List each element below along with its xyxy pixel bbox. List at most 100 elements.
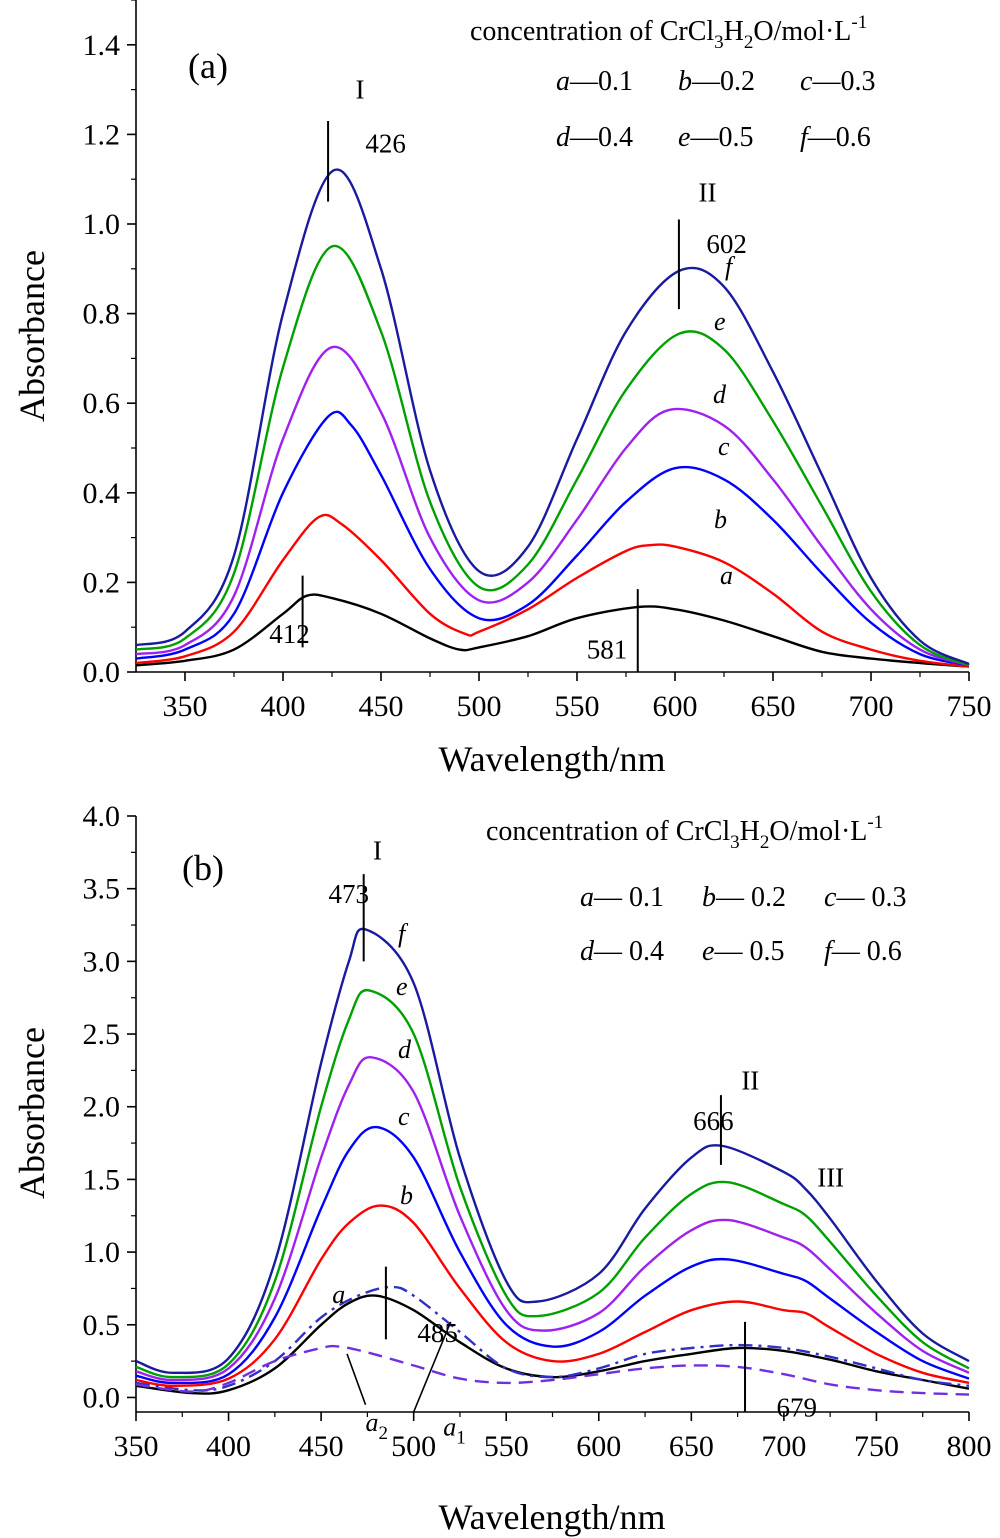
- y-tick-label: 0.6: [83, 387, 121, 420]
- series-line-b: [135, 1204, 970, 1388]
- x-tick-label: 400: [261, 690, 306, 723]
- curve-label-b: b: [714, 505, 727, 534]
- curve-label-subscript: 1: [456, 1427, 466, 1448]
- y-tick-label: 0.5: [83, 1309, 121, 1342]
- series-line-a2: [135, 1344, 970, 1396]
- curve-label-subscript: 2: [379, 1423, 389, 1444]
- legend-title-part: concentration of CrCl: [470, 16, 714, 47]
- legend-title-part: 3: [730, 832, 740, 853]
- legend-value: — 0.6: [831, 936, 902, 967]
- legend-entry-f: f— 0.6: [824, 936, 902, 967]
- x-tick-label: 450: [299, 1430, 344, 1463]
- curve-label-e: e: [714, 307, 726, 336]
- legend-key: a: [580, 882, 594, 913]
- panel-b: 350 400 450 500 550 600 650 700 750 800 0.0 0.5 1.0 1…: [12, 800, 992, 1537]
- legend-title-part: O/mol·L: [769, 816, 867, 847]
- x-tick-label: 500: [457, 690, 502, 723]
- peak-annotation: 666: [693, 1106, 734, 1136]
- x-axis-label: Wavelength/nm: [438, 739, 665, 779]
- x-tick-label: 700: [761, 1430, 806, 1463]
- x-tick-label: 550: [555, 690, 600, 723]
- curve-label-extra: a1: [443, 1412, 466, 1448]
- series-line-d: [135, 345, 970, 667]
- legend-key: e: [678, 122, 690, 153]
- peak-annotation: II: [741, 1065, 759, 1095]
- legend-value: —0.2: [691, 66, 755, 97]
- curve-label-extra: a: [332, 1280, 345, 1309]
- legend-title-part: 2: [744, 32, 754, 53]
- peak-annotation: III: [817, 1163, 844, 1193]
- legend-value: — 0.4: [593, 936, 664, 967]
- series-line-a: [135, 593, 970, 668]
- legend-title: concentration of CrCl3H2O/mol·L-1: [486, 812, 883, 853]
- series-line-a1: [135, 1285, 970, 1392]
- curve-label-e: e: [396, 972, 408, 1001]
- series-line-c: [135, 1125, 970, 1385]
- panel-label: (b): [182, 848, 224, 888]
- y-tick-label: 0.2: [83, 566, 121, 599]
- peak-annotation: 412: [269, 619, 310, 649]
- series-line-c: [135, 410, 970, 667]
- legend-title-part: H: [740, 816, 760, 847]
- peak-annotation: 426: [365, 128, 406, 158]
- legend-key: c: [824, 882, 837, 913]
- y-tick-label: 2.5: [83, 1018, 121, 1051]
- y-tick-label: 1.4: [83, 29, 121, 62]
- legend-value: —0.5: [689, 122, 753, 153]
- legend-key: f: [800, 122, 811, 153]
- legend-value: — 0.1: [593, 882, 664, 913]
- x-tick-label: 800: [947, 1430, 992, 1463]
- legend-entry-b: b—0.2: [678, 66, 755, 97]
- legend-title-part: 2: [760, 832, 770, 853]
- legend-key: a: [556, 66, 570, 97]
- x-tick-label: 550: [484, 1430, 529, 1463]
- y-tick-label: 3.5: [83, 873, 121, 906]
- legend-title: concentration of CrCl3H2O/mol·L-1: [470, 12, 867, 53]
- legend-title-part: O/mol·L: [753, 16, 851, 47]
- curve-label-c: c: [718, 432, 730, 461]
- y-tick-label: 1.0: [83, 208, 121, 241]
- series-line-a: [135, 1294, 970, 1395]
- legend-entry-b: b— 0.2: [702, 882, 786, 913]
- panel-label: (a): [188, 46, 228, 86]
- legend-entry-d: d— 0.4: [580, 936, 664, 967]
- y-tick-label: 0.0: [83, 1381, 121, 1414]
- legend-title-part: 3: [714, 32, 724, 53]
- curve-label-f: f: [398, 919, 409, 948]
- x-tick-label: 600: [653, 690, 698, 723]
- y-tick-label: 1.2: [83, 118, 121, 151]
- leader-line: [346, 1353, 367, 1406]
- peak-annotation: I: [356, 75, 365, 105]
- peak-annotation: 602: [706, 229, 747, 259]
- x-tick-label: 600: [576, 1430, 621, 1463]
- x-tick-label: 700: [849, 690, 894, 723]
- y-tick-label: 2.0: [83, 1091, 121, 1124]
- legend-entry-d: d—0.4: [556, 122, 633, 153]
- x-tick-label: 650: [751, 690, 796, 723]
- curve-label-f: f: [725, 252, 736, 281]
- y-tick-label: 3.0: [83, 945, 121, 978]
- peak-annotation: I: [373, 836, 382, 866]
- legend-key: d: [556, 122, 571, 153]
- peak-annotation: 679: [776, 1392, 817, 1422]
- curve-label-extra: a2: [366, 1408, 389, 1444]
- series-line-b: [135, 513, 970, 668]
- x-tick-label: 350: [163, 690, 208, 723]
- legend-key: c: [800, 66, 813, 97]
- y-tick-label: 0.8: [83, 298, 121, 331]
- legend-value: —0.4: [569, 122, 633, 153]
- x-tick-label: 450: [359, 690, 404, 723]
- legend-value: — 0.3: [835, 882, 906, 913]
- legend-value: —0.6: [807, 122, 871, 153]
- legend-key: b: [702, 882, 716, 913]
- x-tick-label: 750: [854, 1430, 899, 1463]
- legend-value: —0.1: [569, 66, 633, 97]
- peak-annotation: 473: [329, 879, 370, 909]
- legend-title-part: -1: [867, 812, 883, 833]
- legend-value: — 0.2: [715, 882, 786, 913]
- legend-entry-a: a— 0.1: [580, 882, 664, 913]
- peak-annotation: 581: [587, 635, 628, 665]
- series-line-f: [135, 927, 970, 1375]
- legend-key: d: [580, 936, 595, 967]
